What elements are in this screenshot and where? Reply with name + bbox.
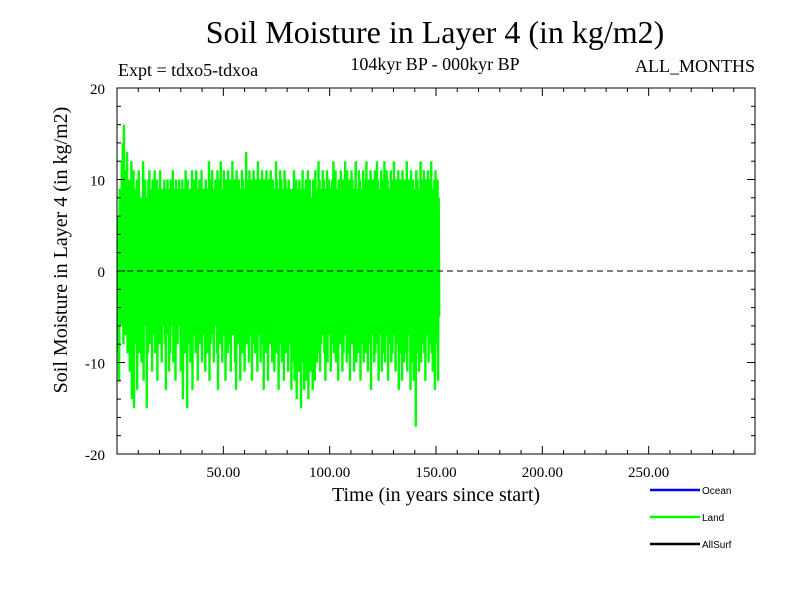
y-tick-label: 0 [98, 265, 106, 281]
y-tick-label: -20 [85, 448, 105, 464]
x-tick-label: 50.00 [206, 465, 240, 481]
experiment-label: Expt = tdxo5-tdxoa [118, 60, 259, 80]
y-tick-label: 10 [90, 174, 105, 190]
legend-label-allsurf: AllSurf [702, 540, 732, 551]
x-tick-label: 200.00 [522, 465, 563, 481]
x-tick-label: 100.00 [309, 465, 350, 481]
x-axis-label: Time (in years since start) [331, 484, 541, 506]
chart-title: Soil Moisture in Layer 4 (in kg/m2) [205, 14, 665, 50]
x-tick-label: 250.00 [628, 465, 669, 481]
months-label: ALL_MONTHS [635, 56, 755, 76]
legend-label-ocean: Ocean [702, 486, 731, 497]
chart-subtitle: 104kyr BP - 000kyr BP [350, 54, 520, 74]
series-line-land [117, 124, 441, 427]
y-tick-label: 20 [90, 82, 105, 98]
x-tick-label: 150.00 [415, 465, 456, 481]
legend-label-land: Land [702, 513, 724, 524]
y-tick-label: -10 [85, 357, 105, 373]
